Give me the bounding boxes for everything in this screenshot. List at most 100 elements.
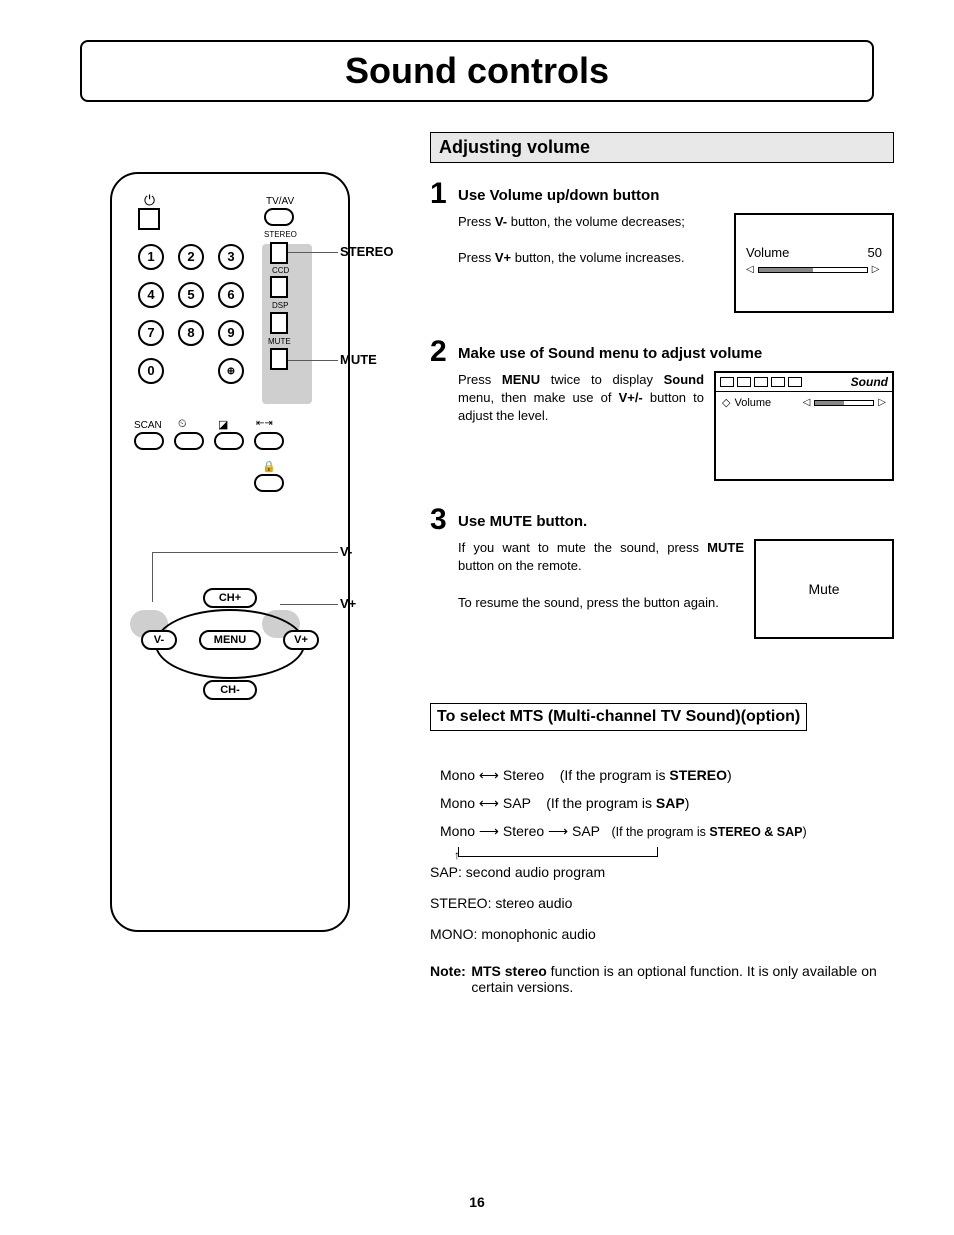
stereo-small-label: STEREO — [264, 230, 297, 239]
osd-row-label: Volume — [734, 397, 771, 409]
pic-icon: ◪ — [218, 418, 228, 431]
t: SAP — [503, 795, 531, 811]
page: Sound controls ⏻ TV/AV STEREO CCD DSP — [0, 0, 954, 1235]
left-column: ⏻ TV/AV STEREO CCD DSP MUTE 1 2 3 4 5 6 — [60, 132, 400, 995]
t: Mono — [440, 795, 475, 811]
step-3-body: If you want to mute the sound, press MUT… — [458, 539, 894, 639]
right-column: Adjusting volume 1 Use Volume up/down bu… — [430, 132, 894, 995]
step-3: 3 Use MUTE button. — [430, 505, 894, 535]
timer-button — [174, 432, 204, 450]
num-1: 1 — [138, 244, 164, 270]
step-heading: Use MUTE button. — [458, 513, 587, 530]
section-adjusting-volume: Adjusting volume — [430, 132, 894, 163]
t: Stereo — [503, 767, 544, 783]
def-stereo: STEREO: stereo audio — [430, 888, 894, 919]
num-3: 3 — [218, 244, 244, 270]
t: button on the remote. — [458, 558, 582, 573]
callout-line — [288, 360, 338, 361]
note: Note: MTS stereo function is an optional… — [430, 963, 894, 995]
step-2-text: Press MENU twice to display Sound menu, … — [458, 371, 704, 426]
mute-button — [270, 348, 288, 370]
def-mono: MONO: monophonic audio — [430, 919, 894, 950]
t: MUTE — [707, 540, 744, 555]
osd-mute-label: Mute — [808, 581, 839, 597]
num-9: 9 — [218, 320, 244, 346]
osd-tab-icon — [737, 377, 751, 387]
t: button, the volume increases. — [511, 250, 684, 265]
osd-tab-icon — [754, 377, 768, 387]
t: V+ — [495, 250, 511, 265]
mts-definitions: SAP: second audio program STEREO: stereo… — [430, 857, 894, 949]
num-0: 0 — [138, 358, 164, 384]
t: twice to display — [540, 372, 663, 387]
v-minus-button: V- — [141, 630, 177, 650]
menu-button: MENU — [199, 630, 261, 650]
skip-icon: ⇤⇥ — [256, 418, 273, 429]
t: (If the program is — [546, 795, 656, 811]
num-5: 5 — [178, 282, 204, 308]
ccd-button — [270, 276, 288, 298]
title-box: Sound controls — [80, 40, 874, 102]
def-sap: SAP: second audio program — [430, 857, 894, 888]
step-1-text: Press V- button, the volume decreases; P… — [458, 213, 724, 268]
timer-icon: ⏲ — [178, 418, 187, 431]
volume-slider — [814, 400, 874, 406]
ccd-label: CCD — [272, 266, 289, 275]
step-2-body: Press MENU twice to display Sound menu, … — [458, 371, 894, 481]
volume-slider — [758, 267, 868, 273]
note-text: MTS stereo function is an optional funct… — [471, 963, 894, 995]
remote-diagram: ⏻ TV/AV STEREO CCD DSP MUTE 1 2 3 4 5 6 — [110, 172, 350, 932]
left-arrow-icon: ◁ — [746, 264, 754, 275]
tvav-button — [264, 208, 294, 226]
loop-bracket — [458, 847, 658, 857]
t: menu, then make use of — [458, 390, 619, 405]
cc-button: ⊕ — [218, 358, 244, 384]
callout-vminus: V- — [340, 544, 352, 559]
t: Sound — [664, 372, 704, 387]
right-arrow-icon: ▷ — [872, 264, 880, 275]
power-icon: ⏻ — [144, 192, 155, 209]
mts-line-1: Mono ⟷ Stereo (If the program is STEREO) — [440, 761, 894, 789]
dpad: CH+ CH- V- V+ MENU — [145, 594, 315, 694]
t: (If the program is — [560, 767, 670, 783]
skip-button — [254, 432, 284, 450]
t: MENU — [502, 372, 540, 387]
callout-line — [280, 604, 338, 605]
step-3-text: If you want to mute the sound, press MUT… — [458, 539, 744, 612]
callout-line — [288, 252, 338, 253]
t: STEREO & SAP — [709, 825, 802, 839]
callout-vplus: V+ — [340, 596, 356, 611]
t: Stereo — [503, 823, 544, 839]
step-2: 2 Make use of Sound menu to adjust volum… — [430, 337, 894, 367]
osd-sound-menu: Sound ◇ Volume ◁ ▷ — [714, 371, 894, 481]
columns: ⏻ TV/AV STEREO CCD DSP MUTE 1 2 3 4 5 6 — [60, 132, 894, 995]
mts-lines: Mono ⟷ Stereo (If the program is STEREO)… — [440, 761, 894, 845]
num-8: 8 — [178, 320, 204, 346]
lock-icon: 🔒 — [262, 460, 276, 473]
dsp-label: DSP — [272, 301, 288, 310]
t: V- — [495, 214, 507, 229]
note-label: Note — [430, 963, 461, 979]
num-6: 6 — [218, 282, 244, 308]
t: SAP — [572, 823, 600, 839]
bi-arrow-icon: ⟷ — [479, 767, 499, 783]
t: V+/- — [619, 390, 643, 405]
callout-line — [152, 552, 338, 553]
ch-up-button: CH+ — [203, 588, 257, 608]
t: Mono — [440, 823, 475, 839]
step-heading: Use Volume up/down button — [458, 187, 659, 204]
osd-mute-box: Mute — [754, 539, 894, 639]
step-1: 1 Use Volume up/down button — [430, 179, 894, 209]
stereo-button — [270, 242, 288, 264]
page-title: Sound controls — [82, 50, 872, 92]
page-number: 16 — [0, 1194, 954, 1210]
osd-sound-row: ◇ Volume ◁ ▷ — [716, 392, 892, 413]
callout-mute: MUTE — [340, 352, 377, 367]
bi-arrow-icon: ⟷ — [479, 795, 499, 811]
t: SAP — [656, 795, 685, 811]
t: Press — [458, 214, 495, 229]
step-number: 1 — [430, 179, 458, 209]
osd-tab-icon — [720, 377, 734, 387]
osd-tab-icon — [788, 377, 802, 387]
osd-volume-value: 50 — [868, 245, 882, 260]
